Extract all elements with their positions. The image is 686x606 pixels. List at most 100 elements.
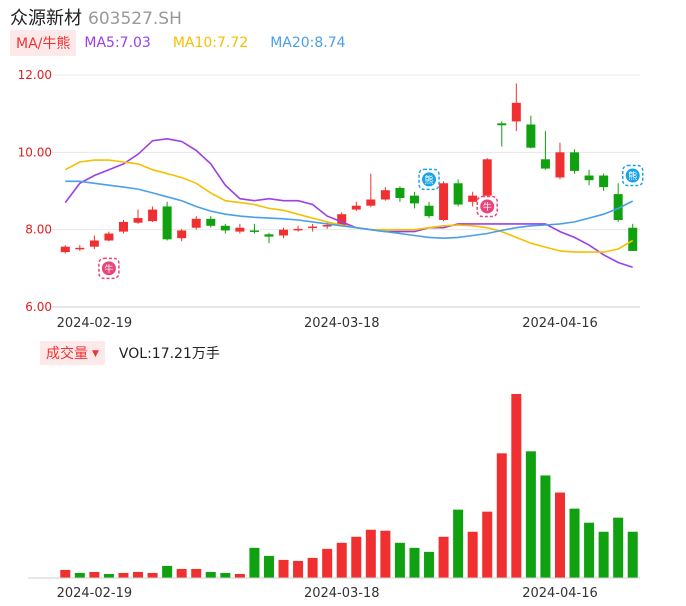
candle bbox=[613, 183, 623, 222]
candle bbox=[366, 173, 376, 208]
candle-body bbox=[613, 194, 623, 220]
candle bbox=[89, 235, 99, 249]
bear-marker-icon bbox=[625, 168, 640, 183]
x-tick-label: 2024-02-19 bbox=[57, 316, 133, 331]
candle-body bbox=[628, 227, 638, 251]
volume-bar bbox=[482, 511, 493, 578]
volume-bar bbox=[627, 531, 638, 578]
candle bbox=[409, 191, 419, 209]
stock-header: 众源新材 603527.SH bbox=[10, 4, 182, 30]
ma-indicator-selector[interactable]: MA/牛熊 bbox=[10, 30, 77, 56]
volume-bar bbox=[409, 547, 420, 578]
volume-bar bbox=[540, 475, 551, 578]
candle-body bbox=[584, 175, 594, 181]
candle bbox=[206, 216, 216, 228]
x-tick-label: 2024-04-16 bbox=[522, 316, 598, 331]
candle-body bbox=[162, 206, 172, 240]
candle bbox=[599, 173, 609, 191]
candle-body bbox=[395, 187, 405, 198]
bear-marker-label: 熊 bbox=[628, 170, 637, 182]
volume-bar bbox=[89, 571, 100, 578]
volume-bar bbox=[191, 568, 202, 578]
y-tick-label: 12.00 bbox=[18, 68, 52, 82]
volume-bar bbox=[263, 555, 274, 578]
candle-body bbox=[482, 159, 492, 196]
bull-marker-frame bbox=[98, 257, 120, 280]
candle-body bbox=[191, 218, 201, 228]
bull-marker-label: 牛 bbox=[483, 201, 492, 213]
volume-tag-label: 成交量 bbox=[46, 346, 88, 362]
volume-bar bbox=[205, 571, 216, 578]
volume-bar bbox=[467, 531, 478, 578]
bull-marker-label: 牛 bbox=[104, 263, 113, 275]
candle-body bbox=[249, 230, 259, 232]
volume-bar bbox=[554, 492, 565, 578]
volume-bar bbox=[336, 542, 347, 578]
candle bbox=[628, 223, 638, 251]
volume-bar bbox=[394, 542, 405, 578]
volume-bar bbox=[365, 529, 376, 578]
candle-body bbox=[511, 102, 521, 122]
dropdown-caret-icon: ▼ bbox=[92, 349, 99, 359]
volume-bar bbox=[147, 572, 158, 578]
volume-indicator-selector[interactable]: 成交量 ▼ bbox=[40, 341, 105, 365]
candle bbox=[351, 201, 361, 212]
candle bbox=[220, 223, 230, 234]
bear-marker-icon bbox=[422, 172, 437, 187]
candle-body bbox=[60, 246, 70, 253]
candle-body bbox=[337, 214, 347, 226]
candle bbox=[264, 232, 274, 244]
candle bbox=[584, 169, 594, 186]
candle-body bbox=[351, 205, 361, 210]
candle bbox=[453, 179, 463, 207]
volume-bar bbox=[133, 571, 144, 578]
bear-marker: 熊 bbox=[418, 168, 440, 191]
candle-body bbox=[380, 190, 390, 200]
candle-body bbox=[89, 240, 99, 247]
ma10-line bbox=[64, 159, 634, 253]
candle bbox=[148, 206, 158, 222]
candle-body bbox=[308, 226, 318, 229]
candle bbox=[75, 245, 85, 251]
volume-value: VOL:17.21万手 bbox=[118, 346, 220, 362]
volume-bar bbox=[176, 568, 187, 578]
volume-bar bbox=[278, 559, 289, 578]
candle-body bbox=[453, 183, 463, 205]
x-tick-label: 2024-03-18 bbox=[304, 316, 380, 331]
candle bbox=[482, 158, 492, 197]
volume-bar bbox=[511, 394, 522, 578]
candle-body bbox=[148, 209, 158, 222]
candle-body bbox=[220, 225, 230, 231]
y-tick-label: 6.00 bbox=[25, 300, 52, 314]
candle-body bbox=[540, 159, 550, 169]
bear-marker-label: 熊 bbox=[425, 174, 434, 186]
volume-x-tick-label: 2024-03-18 bbox=[304, 586, 380, 601]
candle-body bbox=[264, 234, 274, 237]
candle-body bbox=[133, 218, 143, 223]
candle-body bbox=[599, 175, 609, 188]
volume-bar bbox=[60, 569, 71, 578]
candle bbox=[191, 216, 201, 230]
candle-body bbox=[322, 225, 332, 227]
stock-name: 众源新材 bbox=[10, 8, 82, 29]
bull-marker-icon bbox=[101, 261, 116, 276]
volume-bar bbox=[103, 573, 114, 578]
volume-bar bbox=[351, 536, 362, 578]
candle bbox=[60, 245, 70, 254]
candle-body bbox=[497, 123, 507, 126]
y-tick-label: 10.00 bbox=[18, 145, 52, 159]
volume-bar bbox=[380, 530, 391, 578]
stock-code: 603527.SH bbox=[88, 9, 182, 29]
candle-body bbox=[409, 195, 419, 204]
candle-body bbox=[75, 247, 85, 250]
candle bbox=[380, 187, 390, 201]
candle-body bbox=[279, 229, 289, 236]
volume-bar bbox=[234, 573, 245, 578]
volume-bar bbox=[220, 572, 231, 578]
candle-body bbox=[293, 228, 303, 231]
candle bbox=[468, 191, 478, 207]
volume-x-tick-label: 2024-04-16 bbox=[522, 586, 598, 601]
volume-bar bbox=[322, 548, 333, 578]
bull-marker: 牛 bbox=[98, 257, 120, 280]
